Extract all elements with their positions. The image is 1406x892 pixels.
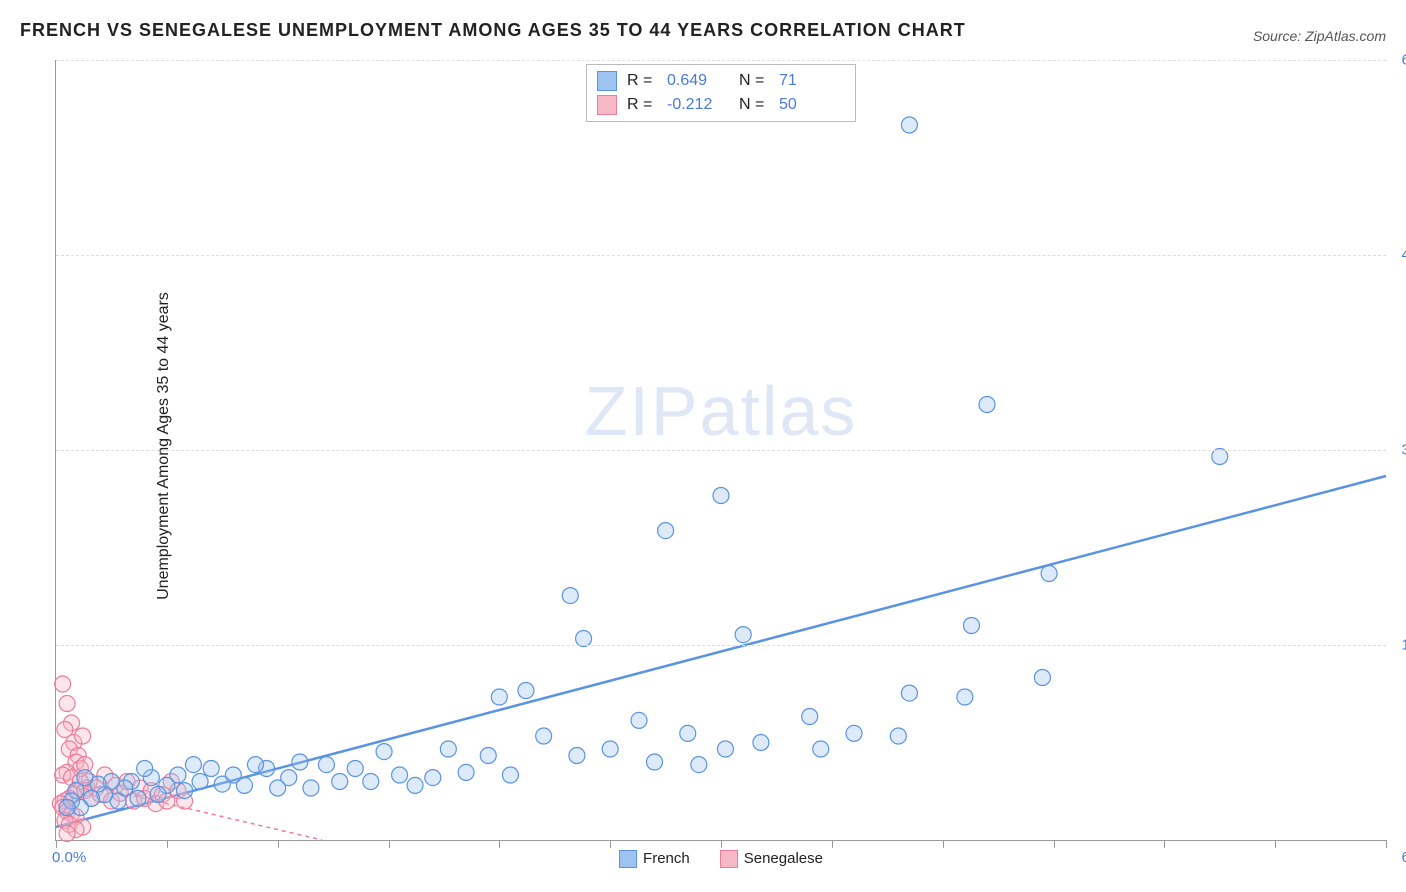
y-tick-label: 45.0%: [1401, 247, 1406, 264]
legend-swatch-french-2: [619, 850, 637, 868]
x-axis-label-max: 60.0%: [1401, 849, 1406, 866]
legend-row-senegalese: R = -0.212 N = 50: [597, 93, 841, 117]
legend-swatch-french: [597, 71, 617, 91]
y-tick-label: 60.0%: [1401, 52, 1406, 69]
source-attribution: Source: ZipAtlas.com: [1253, 28, 1386, 44]
chart-title: FRENCH VS SENEGALESE UNEMPLOYMENT AMONG …: [20, 20, 966, 41]
y-tick-label: 30.0%: [1401, 442, 1406, 459]
legend-item-french: French: [619, 850, 690, 868]
legend-row-french: R = 0.649 N = 71: [597, 69, 841, 93]
plot-area: ZIPatlas R = 0.649 N = 71 R = -0.212 N =…: [55, 60, 1386, 841]
legend-swatch-senegalese: [597, 95, 617, 115]
correlation-legend: R = 0.649 N = 71 R = -0.212 N = 50: [586, 64, 856, 122]
y-tick-label: 15.0%: [1401, 637, 1406, 654]
legend-item-senegalese: Senegalese: [720, 850, 823, 868]
x-axis-label-min: 0.0%: [52, 849, 86, 866]
legend-swatch-senegalese-2: [720, 850, 738, 868]
series-legend: French Senegalese: [619, 850, 823, 868]
